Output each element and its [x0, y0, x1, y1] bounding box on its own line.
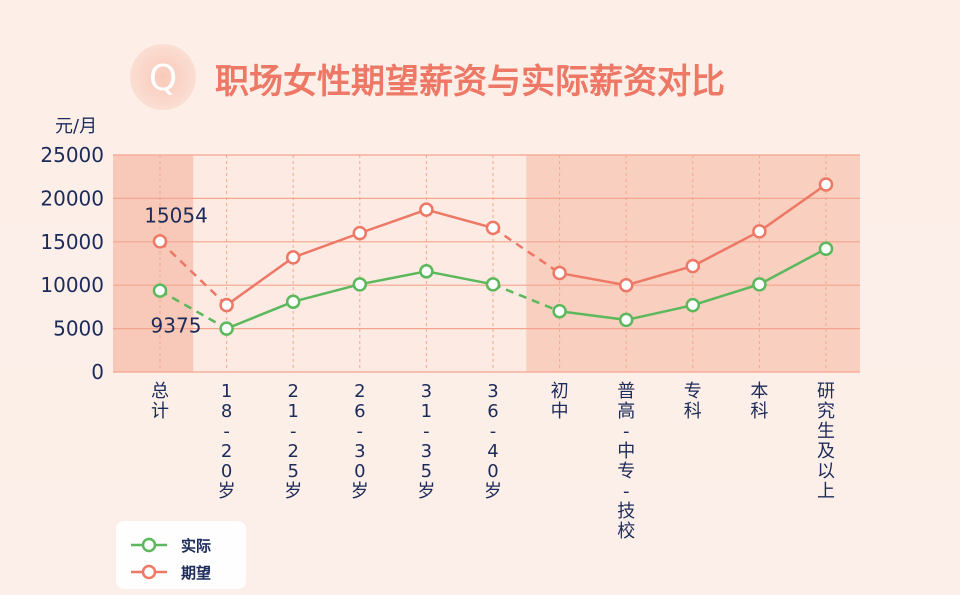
series-实际 [152, 241, 834, 336]
data-point [552, 303, 567, 319]
data-point [419, 202, 434, 217]
x-tick-label: 1 8 -2 0 岁 [218, 381, 236, 502]
data-point [419, 264, 434, 279]
data-point [152, 283, 168, 298]
data-point [818, 177, 834, 192]
series-line-segment [292, 283, 361, 303]
data-point [685, 258, 701, 274]
series-line-segment [359, 270, 427, 286]
chart-title: 职场女性期望薪资与实际薪资对比 [215, 62, 725, 102]
data-point [485, 220, 501, 236]
series-line-segment [159, 240, 228, 307]
legend-label: 实际 [181, 537, 211, 555]
data-point [285, 250, 301, 265]
y-tick-label: 5000 [53, 317, 104, 341]
legend-label: 期望 [181, 564, 211, 582]
data-point [752, 277, 767, 292]
q-badge-icon [130, 44, 196, 110]
data-point [818, 241, 834, 256]
data-point [752, 224, 767, 239]
data-point [685, 297, 701, 313]
series-line-segment [758, 247, 827, 286]
title-group: Q 职场女性期望薪资与实际薪资对比 [130, 44, 725, 110]
series-line-segment [159, 289, 228, 330]
data-point [219, 321, 234, 336]
x-axis-ticks: 总计 1 8 -2 0 岁 2 1 -2 5 岁 2 6 -3 0 岁 3 1 -3 5 岁 3 6 -4 0 岁 初中 普高-中专-… [151, 381, 835, 542]
series-line-segment [692, 230, 760, 268]
y-tick-label: 15000 [40, 230, 104, 254]
vertical-guides [159, 155, 827, 372]
series-line-segment [692, 283, 760, 307]
series-group [152, 177, 834, 336]
data-labels: 15054 9375 [144, 203, 208, 337]
series-line-segment [559, 310, 627, 322]
x-tick-label: 总计 [151, 381, 169, 422]
series-line-segment [292, 231, 361, 259]
segment-panel [113, 155, 194, 372]
y-tick-label: 10000 [40, 273, 104, 297]
series-line-segment [226, 300, 294, 330]
x-tick-label: 初中 [551, 381, 569, 422]
series-line-segment [492, 283, 561, 313]
series-line-segment [359, 208, 427, 235]
q-badge-letter: Q [149, 58, 177, 99]
series-期望 [152, 177, 834, 313]
y-axis-unit: 元/月 [55, 116, 97, 137]
data-point [285, 294, 301, 309]
y-axis-ticks: 0 5000 10000 15000 20000 25000 [40, 143, 104, 384]
data-label: 9375 [151, 314, 202, 338]
x-tick-label: 专科 [684, 381, 702, 422]
legend-marker [141, 537, 157, 553]
data-point [352, 277, 368, 292]
series-line-segment [559, 271, 627, 287]
y-tick-label: 0 [91, 360, 104, 384]
data-point [552, 265, 567, 281]
series-line-segment [625, 264, 694, 287]
data-point [485, 277, 501, 292]
x-tick-label: 2 6 -3 0 岁 [351, 381, 369, 502]
data-point [618, 277, 634, 293]
series-line-segment [426, 208, 494, 230]
series-line-segment [426, 270, 494, 286]
y-tick-label: 20000 [40, 186, 104, 210]
data-point [352, 225, 368, 241]
series-line-segment [225, 256, 294, 307]
legend-marker [141, 564, 157, 580]
x-tick-label: 2 1 -2 5 岁 [284, 381, 302, 502]
x-tick-label: 研究生及以上 [817, 381, 835, 502]
x-tick-label: 普高-中专-技校 [617, 381, 635, 542]
x-tick-label: 本科 [750, 381, 768, 422]
series-line-segment [758, 183, 827, 233]
grid-lines [113, 154, 860, 373]
x-tick-label: 3 1 -3 5 岁 [417, 381, 435, 502]
data-label: 15054 [144, 203, 208, 227]
y-tick-label: 25000 [40, 143, 104, 167]
x-tick-label: 3 6 -4 0 岁 [484, 381, 502, 502]
data-point [152, 234, 168, 249]
series-line-segment [625, 303, 694, 322]
segment-panels [113, 155, 860, 372]
data-point [219, 297, 234, 313]
data-point [618, 312, 634, 328]
